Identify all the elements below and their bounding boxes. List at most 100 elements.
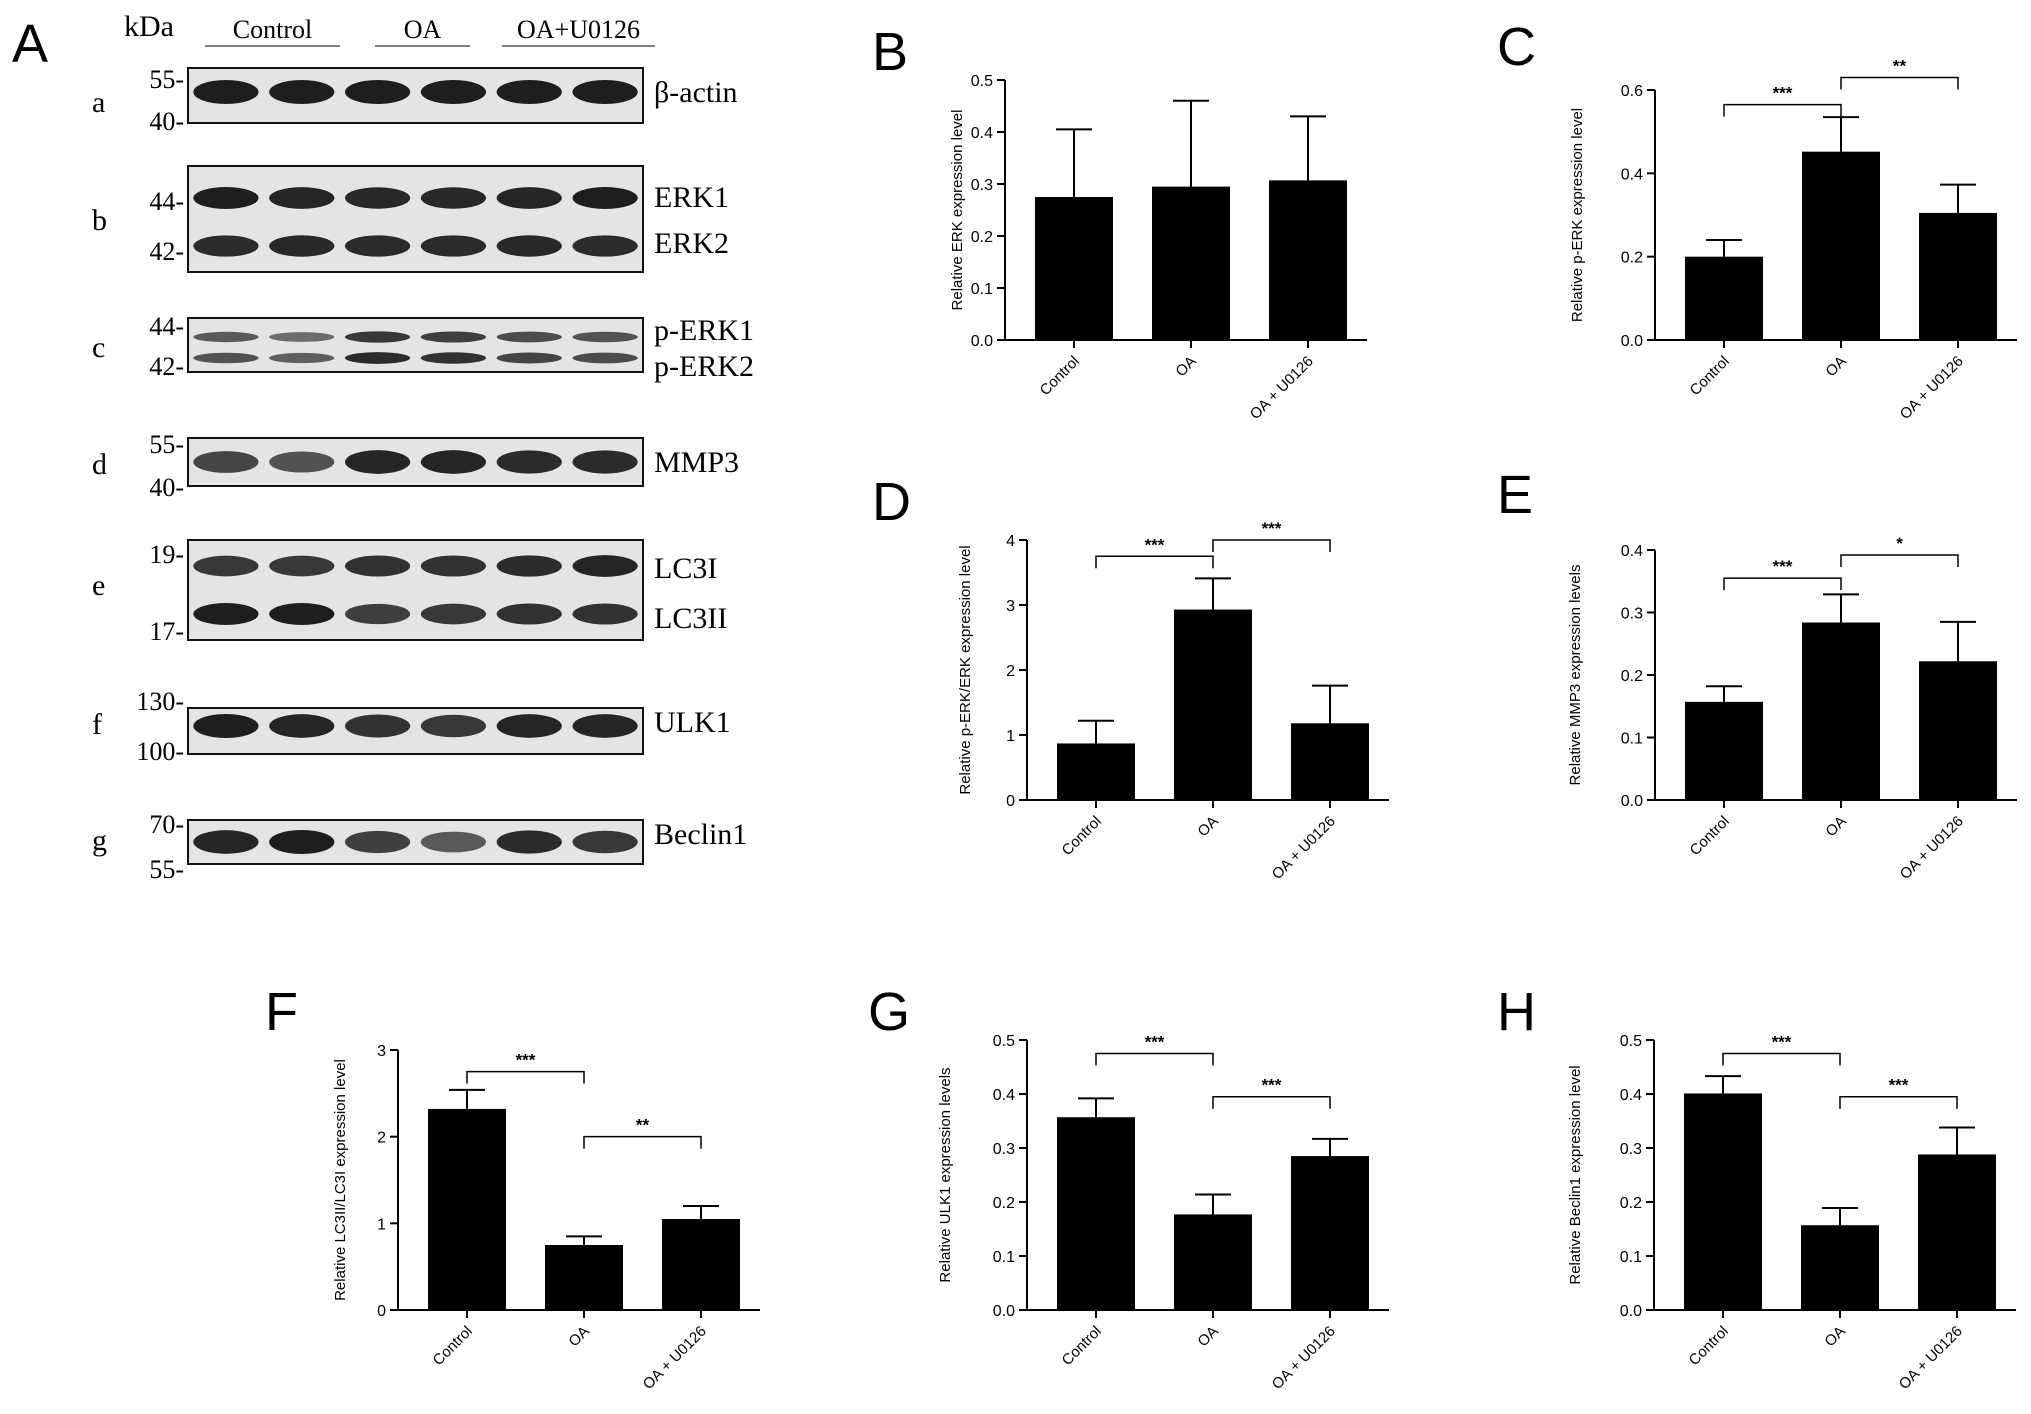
x-tick-label: OA + U0126: [1897, 813, 1967, 883]
y-tick-label: 0.1: [1621, 731, 1643, 748]
y-tick-label: 0.2: [1621, 250, 1643, 267]
blot-rows: a 55- 40- β-actin b 44- 42- ERK1 ERK2 c 44- 42- p-ER…: [92, 65, 754, 884]
y-tick-label: 0.1: [993, 1249, 1015, 1266]
blot-band: [496, 830, 562, 854]
bar: [1685, 701, 1763, 800]
chart-panel: E 0.0 0.1 0.2 0.3 0.4 Relative MMP3 expression…: [1497, 465, 2017, 883]
blot-row-letter: a: [92, 86, 105, 119]
blot-membrane: [187, 317, 644, 373]
y-tick-label: 0.1: [1620, 1249, 1642, 1266]
group-header: Control: [233, 15, 312, 44]
y-axis-label: Relative ULK1 expression levels: [937, 1067, 954, 1282]
bar: [1291, 723, 1369, 800]
bar: [1291, 1156, 1369, 1310]
significance-label: **: [1893, 57, 1907, 76]
y-axis-label: Relative LC3II/LC3I expression level: [332, 1059, 349, 1301]
x-tick-label: Control: [1687, 813, 1733, 859]
y-tick-label: 0.3: [1621, 606, 1643, 623]
y-tick-label: 2: [1006, 663, 1015, 680]
marker-label: 70-: [149, 810, 184, 839]
blot-band: [420, 714, 487, 738]
blot-band: [496, 331, 562, 343]
blot-band: [420, 831, 487, 853]
group-header: OA: [404, 15, 442, 44]
x-tick-label: Control: [430, 1323, 476, 1369]
blot-band: [344, 331, 411, 343]
x-tick-label: OA + U0126: [1269, 813, 1339, 883]
significance-bracket: [1840, 76, 1959, 90]
y-tick-label: 3: [377, 1043, 386, 1060]
blot-band: [420, 450, 487, 474]
blot-band: [572, 331, 638, 343]
y-tick-label: 0.2: [993, 1195, 1015, 1212]
blot-band: [420, 331, 487, 343]
blot-membrane: [187, 819, 644, 865]
protein-label: ULK1: [654, 706, 731, 739]
panel-letter: F: [265, 982, 298, 1042]
significance-bracket: [583, 1135, 702, 1149]
blot-band: [269, 187, 335, 209]
bar: [1174, 609, 1252, 800]
marker-label: 55-: [149, 855, 184, 884]
bar: [1918, 1154, 1996, 1310]
significance-bracket: [1095, 1052, 1214, 1066]
blot-band: [420, 187, 487, 209]
bar: [1152, 186, 1230, 340]
x-tick-label: Control: [1687, 353, 1733, 399]
protein-label: MMP3: [654, 446, 739, 479]
y-axis-label: Relative Beclin1 expression level: [1567, 1065, 1584, 1284]
blot-band: [420, 555, 487, 577]
blot-band: [572, 450, 638, 474]
blot-row: a 55- 40- β-actin: [92, 65, 738, 136]
x-tick-label: Control: [1686, 1323, 1732, 1369]
bar: [1035, 197, 1113, 340]
x-tick-label: Control: [1059, 813, 1105, 859]
significance-label: ***: [516, 1051, 536, 1070]
blot-band: [269, 80, 335, 104]
significance-label: *: [1896, 534, 1903, 553]
significance-bracket: [1212, 539, 1331, 552]
y-tick-label: 1: [377, 1216, 386, 1233]
blot-row: e 19- 17- LC3I LC3II: [92, 539, 727, 646]
protein-label: LC3II: [654, 602, 727, 635]
blot-band: [572, 714, 638, 738]
blot-membrane: [187, 165, 644, 273]
significance-label: ***: [1889, 1076, 1909, 1095]
significance-label: ***: [1262, 1076, 1282, 1095]
x-tick-label: OA + U0126: [640, 1323, 710, 1393]
x-tick-label: OA: [1821, 1323, 1848, 1350]
marker-label: 40-: [149, 473, 184, 502]
y-axis-label: Relative p-ERK/ERK expression level: [957, 545, 974, 794]
bar: [1801, 1225, 1879, 1310]
x-tick-label: OA: [1194, 1323, 1221, 1350]
blot-band: [269, 603, 335, 625]
group-header: OA+U0126: [517, 15, 640, 44]
blot-band: [193, 830, 259, 854]
chart-panel: D 0 1 2 3 4 Relative p-ERK/ERK expression leve…: [872, 472, 1389, 883]
x-tick-label: Control: [1037, 353, 1083, 399]
blot-row: b 44- 42- ERK1 ERK2: [92, 165, 729, 273]
y-tick-label: 0: [1006, 793, 1015, 810]
bar: [1174, 1214, 1252, 1310]
blot-band: [193, 555, 259, 577]
chart-panel: H 0.0 0.1 0.2 0.3 0.4 0.5 Relative Beclin1 expr…: [1497, 982, 2016, 1393]
marker-label: 55-: [149, 65, 184, 94]
blot-band: [193, 603, 259, 625]
significance-bracket: [1212, 1095, 1331, 1109]
blot-membrane: [187, 437, 644, 487]
protein-label: ERK2: [654, 227, 729, 260]
blot-band: [344, 830, 411, 854]
blot-band: [193, 80, 259, 104]
bar: [1802, 622, 1880, 800]
y-tick-label: 0: [377, 1303, 386, 1320]
panel-letter: B: [872, 22, 908, 82]
y-tick-label: 0.4: [1621, 543, 1643, 560]
significance-bracket: [466, 1070, 585, 1084]
y-tick-label: 3: [1006, 598, 1015, 615]
blot-band: [572, 80, 638, 104]
blot-band: [344, 235, 411, 257]
blot-band: [496, 714, 562, 738]
blot-row: f 130- 100- ULK1: [92, 687, 731, 766]
blot-band: [344, 555, 411, 577]
panel-letter: E: [1497, 465, 1533, 525]
